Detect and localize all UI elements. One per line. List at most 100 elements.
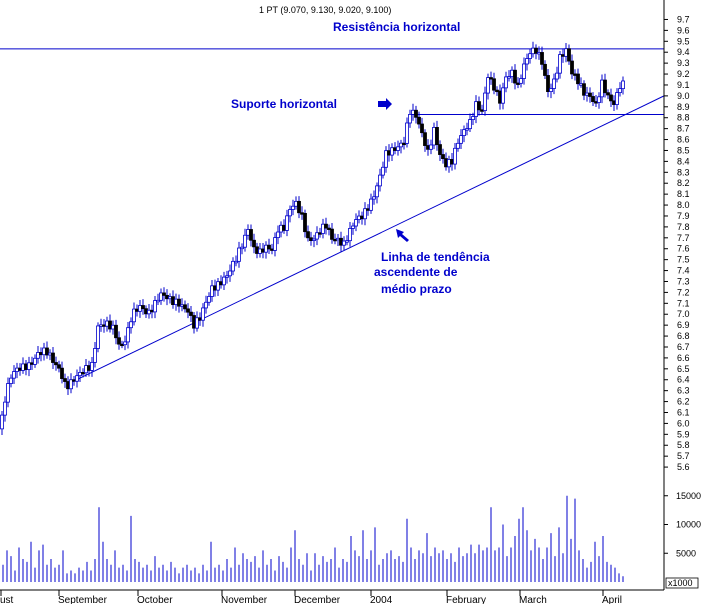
price-candle bbox=[360, 211, 364, 225]
candle-body bbox=[249, 229, 253, 241]
price-candle bbox=[48, 349, 52, 361]
candle-body bbox=[519, 78, 523, 84]
price-candle bbox=[369, 193, 373, 214]
price-candle bbox=[30, 356, 34, 371]
reference-lines bbox=[0, 48, 665, 383]
price-candle bbox=[33, 354, 37, 368]
candle-body bbox=[102, 324, 106, 327]
price-candle bbox=[6, 377, 10, 408]
candle-body bbox=[201, 307, 205, 321]
price-candle bbox=[510, 66, 514, 83]
price-candle bbox=[474, 95, 478, 124]
price-candle bbox=[432, 122, 436, 150]
candle-body bbox=[96, 325, 100, 349]
price-candle bbox=[489, 71, 493, 85]
price-candle bbox=[231, 257, 235, 276]
candle-body bbox=[606, 92, 610, 96]
candle-body bbox=[300, 212, 304, 215]
price-tick-label: 6.8 bbox=[677, 331, 690, 341]
candle-body bbox=[444, 158, 448, 168]
price-tick-label: 7.6 bbox=[677, 244, 690, 254]
candle-body bbox=[192, 315, 196, 329]
candle-body bbox=[357, 215, 361, 220]
candle-body bbox=[84, 365, 88, 374]
volume-tick-label: 5000 bbox=[676, 548, 696, 558]
price-candle bbox=[342, 236, 346, 250]
candle-body bbox=[237, 247, 241, 262]
price-candle bbox=[255, 242, 259, 259]
candle-body bbox=[372, 196, 376, 200]
time-tick-label: April bbox=[602, 595, 622, 604]
price-candle bbox=[564, 42, 568, 63]
candle-body bbox=[222, 276, 226, 286]
price-tick-label: 5.8 bbox=[677, 440, 690, 450]
price-candle bbox=[507, 70, 511, 82]
time-tick-label: February bbox=[446, 595, 486, 604]
candle-body bbox=[591, 96, 595, 102]
price-candle bbox=[381, 161, 385, 179]
price-candle bbox=[180, 298, 184, 312]
candle-body bbox=[513, 69, 517, 84]
price-candle bbox=[402, 136, 406, 150]
price-candle bbox=[213, 279, 217, 297]
price-candle bbox=[441, 148, 445, 164]
candle-body bbox=[72, 379, 76, 382]
candle-body bbox=[219, 281, 223, 286]
price-candle bbox=[126, 322, 130, 349]
price-candle bbox=[144, 305, 148, 318]
candle-body bbox=[462, 129, 466, 136]
ohlc-header: 1 PT (9.070, 9.130, 9.020, 9.100) bbox=[259, 5, 391, 15]
price-candle bbox=[363, 202, 367, 226]
price-candle bbox=[159, 288, 163, 305]
price-candle bbox=[312, 234, 316, 248]
price-candle bbox=[228, 264, 232, 282]
candle-body bbox=[498, 90, 502, 104]
price-candle bbox=[471, 112, 475, 126]
price-candle bbox=[444, 152, 448, 171]
price-candle bbox=[123, 335, 127, 351]
price-candle bbox=[492, 72, 496, 95]
price-candle bbox=[258, 243, 262, 258]
price-candle bbox=[24, 359, 28, 376]
price-candle bbox=[183, 300, 187, 313]
candle-body bbox=[576, 73, 580, 85]
price-tick-label: 6.3 bbox=[677, 386, 690, 396]
candle-body bbox=[486, 77, 490, 94]
price-candle bbox=[261, 242, 265, 259]
price-tick-label: 8.2 bbox=[677, 178, 690, 188]
candle-body bbox=[375, 185, 379, 198]
price-candle bbox=[18, 363, 22, 376]
candle-body bbox=[507, 76, 511, 79]
candle-body bbox=[420, 123, 424, 134]
candle-body bbox=[42, 347, 46, 356]
candle-body bbox=[225, 275, 229, 278]
candle-body bbox=[492, 78, 496, 91]
candle-body bbox=[69, 379, 73, 390]
volume-tick-label: 10000 bbox=[676, 520, 701, 530]
candle-body bbox=[66, 381, 70, 390]
price-candle bbox=[171, 290, 175, 309]
price-candle bbox=[462, 125, 466, 143]
candle-body bbox=[477, 101, 481, 111]
price-candle bbox=[198, 312, 202, 326]
candle-body bbox=[204, 301, 208, 309]
price-candle bbox=[306, 225, 310, 242]
price-tick-label: 8.7 bbox=[677, 124, 690, 134]
candle-body bbox=[363, 208, 367, 220]
candle-body bbox=[171, 296, 175, 306]
price-candle bbox=[270, 243, 274, 255]
price-candle bbox=[453, 143, 457, 170]
candle-body bbox=[414, 109, 418, 118]
candle-body bbox=[297, 200, 301, 214]
price-candle bbox=[336, 234, 340, 246]
price-candle bbox=[276, 225, 280, 245]
price-candle bbox=[612, 95, 616, 112]
candle-body bbox=[276, 231, 280, 239]
candle-body bbox=[30, 362, 34, 365]
candle-body bbox=[543, 63, 547, 76]
candle-body bbox=[255, 246, 259, 254]
price-candle bbox=[450, 152, 454, 171]
price-tick-label: 9.7 bbox=[677, 14, 690, 24]
trendline-annotation-line1: Linha de tendência bbox=[381, 250, 490, 264]
price-candle bbox=[606, 89, 610, 100]
